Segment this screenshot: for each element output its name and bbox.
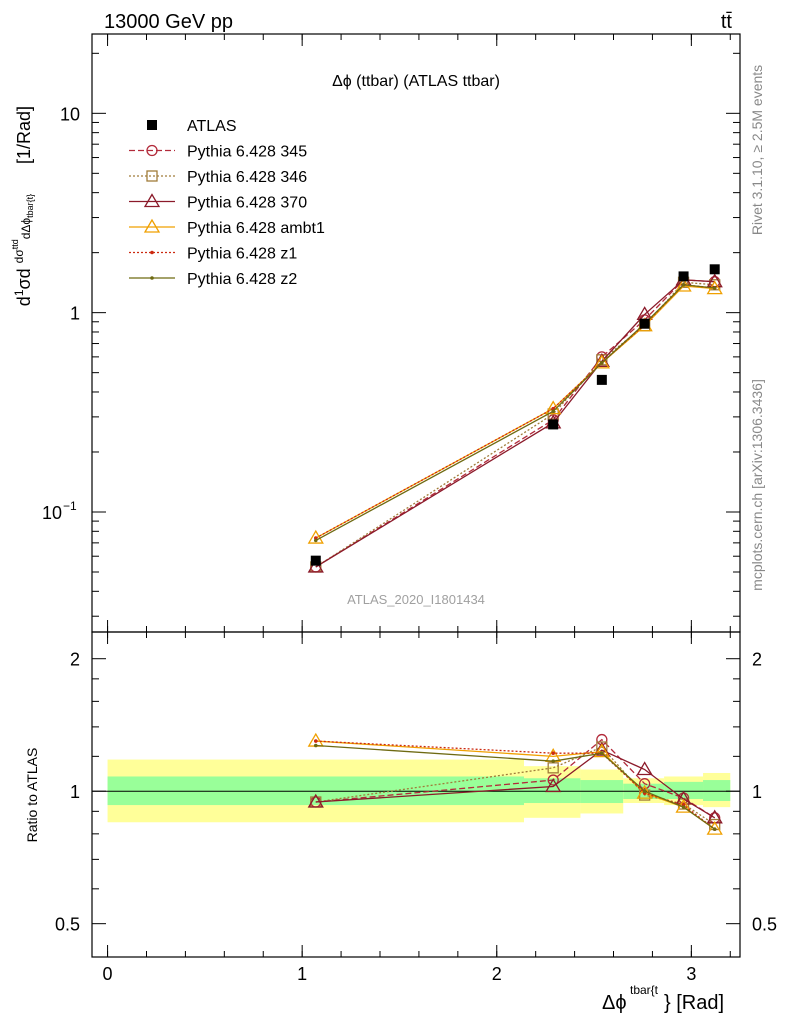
ratio-series-point bbox=[636, 761, 653, 776]
ratio-series bbox=[307, 732, 723, 835]
ratio-plot-frame bbox=[91, 631, 741, 958]
legend-marker bbox=[143, 193, 161, 208]
series-line bbox=[315, 279, 715, 568]
series-point bbox=[593, 354, 610, 369]
y-tick-label: 10 bbox=[60, 104, 80, 124]
ratio-series-point bbox=[313, 743, 318, 748]
atlas-data-point bbox=[709, 264, 720, 275]
main-series bbox=[307, 264, 723, 573]
legend-label: Pythia 6.428 346 bbox=[187, 169, 307, 186]
x-tick-label: 0 bbox=[103, 964, 113, 984]
legend-entry: Pythia 6.428 346 bbox=[129, 169, 307, 186]
ratio-tick-label: 0.5 bbox=[55, 915, 80, 935]
legend: ATLAS Pythia 6.428 345 Pythia 6.428 346 Pyt… bbox=[129, 118, 325, 288]
x-tick-label: 1 bbox=[297, 964, 307, 984]
ratio-series-point bbox=[551, 751, 555, 755]
ratio-tick-label: 1 bbox=[70, 782, 80, 802]
rivet-version-label: Rivet 3.1.10, ≥ 2.5M events bbox=[749, 65, 765, 235]
ratio-series-point bbox=[307, 793, 324, 808]
ratio-series-point bbox=[642, 789, 647, 793]
ratio-series-point bbox=[593, 741, 610, 756]
series-line bbox=[315, 281, 715, 568]
legend-entry: Pythia 6.428 ambt1 bbox=[129, 218, 325, 237]
x-tick-label: 3 bbox=[686, 964, 696, 984]
ratio-series-point bbox=[681, 805, 686, 809]
series-line bbox=[315, 284, 715, 541]
legend-marker-atlas bbox=[147, 120, 157, 130]
ratio-series-line bbox=[315, 744, 716, 830]
y-tick-label: 1 bbox=[70, 304, 80, 324]
legend-entry: Pythia 6.428 z2 bbox=[129, 271, 297, 288]
atlas-data-point bbox=[639, 318, 650, 329]
x-axis-label-tail: } [Rad] bbox=[664, 992, 724, 1014]
atlas-data-point bbox=[310, 555, 321, 566]
legend-label: Pythia 6.428 z1 bbox=[187, 246, 297, 263]
legend-label: Pythia 6.428 370 bbox=[187, 195, 307, 212]
ratio-tick-label-right: 0.5 bbox=[752, 915, 777, 935]
series-line bbox=[315, 284, 715, 539]
legend-label: Pythia 6.428 z2 bbox=[187, 271, 297, 288]
ratio-series-point bbox=[545, 778, 562, 793]
legend-entry: Pythia 6.428 345 bbox=[129, 144, 307, 161]
series-point bbox=[551, 409, 555, 414]
series-point bbox=[307, 558, 324, 573]
ratio-band-green bbox=[664, 781, 704, 799]
x-axis-label: Δϕ tbar{t } [Rad] bbox=[602, 983, 724, 1014]
legend-marker bbox=[150, 276, 154, 280]
y-axis-label-units: [1/Rad] bbox=[14, 106, 34, 164]
series-point bbox=[600, 361, 604, 365]
ratio-band-green bbox=[703, 780, 731, 801]
x-axis-label-superscript: tbar{t bbox=[630, 983, 659, 997]
mcplots-label: mcplots.cern.ch [arXiv:1306.3436] bbox=[749, 379, 765, 591]
series-point bbox=[313, 538, 318, 543]
ratio-tick-label-right: 1 bbox=[752, 782, 762, 802]
legend-label: ATLAS bbox=[187, 118, 237, 135]
legend-label: Pythia 6.428 345 bbox=[187, 144, 307, 161]
legend-marker bbox=[146, 170, 158, 182]
y-axis-label: d1σd dσttddΔϕtbar{t} [1/Rad] bbox=[10, 106, 35, 306]
header-right: tt̄ bbox=[721, 11, 733, 33]
series-line bbox=[315, 279, 715, 568]
series-point bbox=[709, 279, 721, 291]
x-axis-label-main: Δϕ bbox=[602, 992, 627, 1014]
legend-marker bbox=[146, 144, 158, 157]
atlas-data-point bbox=[596, 374, 607, 385]
y-axis-label-formula: d1σd dσttddΔϕtbar{t} bbox=[10, 194, 35, 306]
ratio-uncertainty-bands bbox=[92, 759, 740, 823]
legend-marker bbox=[143, 218, 161, 233]
series-point bbox=[307, 529, 324, 544]
ratio-series-point bbox=[706, 820, 723, 835]
series-point bbox=[712, 286, 717, 290]
ratio-series-point bbox=[593, 743, 610, 758]
legend-marker bbox=[150, 250, 154, 255]
ratio-series-point bbox=[712, 827, 717, 831]
ratio-series-point bbox=[547, 774, 559, 786]
x-tick-label: 2 bbox=[492, 964, 502, 984]
ratio-series-line bbox=[315, 746, 716, 826]
y-tick-label: 10 bbox=[42, 503, 62, 523]
ratio-tick-label-right: 2 bbox=[752, 650, 762, 670]
atlas-data-point bbox=[678, 271, 689, 282]
ratio-series-point bbox=[551, 759, 555, 763]
y-tick-label-exponent: −1 bbox=[63, 499, 77, 513]
legend-entry: Pythia 6.428 370 bbox=[129, 193, 307, 212]
ratio-series-point bbox=[638, 778, 651, 790]
series-point bbox=[681, 282, 686, 287]
legend-entry-atlas: ATLAS bbox=[147, 118, 237, 135]
plot-title: Δϕ (ttbar) (ATLAS ttbar) bbox=[332, 73, 500, 90]
series-line bbox=[315, 285, 715, 539]
analysis-watermark: ATLAS_2020_I1801434 bbox=[347, 592, 485, 607]
ratio-tick-label: 2 bbox=[70, 650, 80, 670]
ratio-y-axis-label: Ratio to ATLAS bbox=[24, 748, 40, 843]
ratio-series-point bbox=[600, 751, 604, 755]
header-left: 13000 GeV pp bbox=[104, 11, 233, 33]
ratio-series-point bbox=[313, 739, 318, 743]
legend-label: Pythia 6.428 ambt1 bbox=[187, 220, 325, 237]
ratio-series-line bbox=[315, 740, 716, 830]
atlas-data-point bbox=[548, 419, 559, 430]
legend-entry: Pythia 6.428 z1 bbox=[129, 246, 297, 263]
